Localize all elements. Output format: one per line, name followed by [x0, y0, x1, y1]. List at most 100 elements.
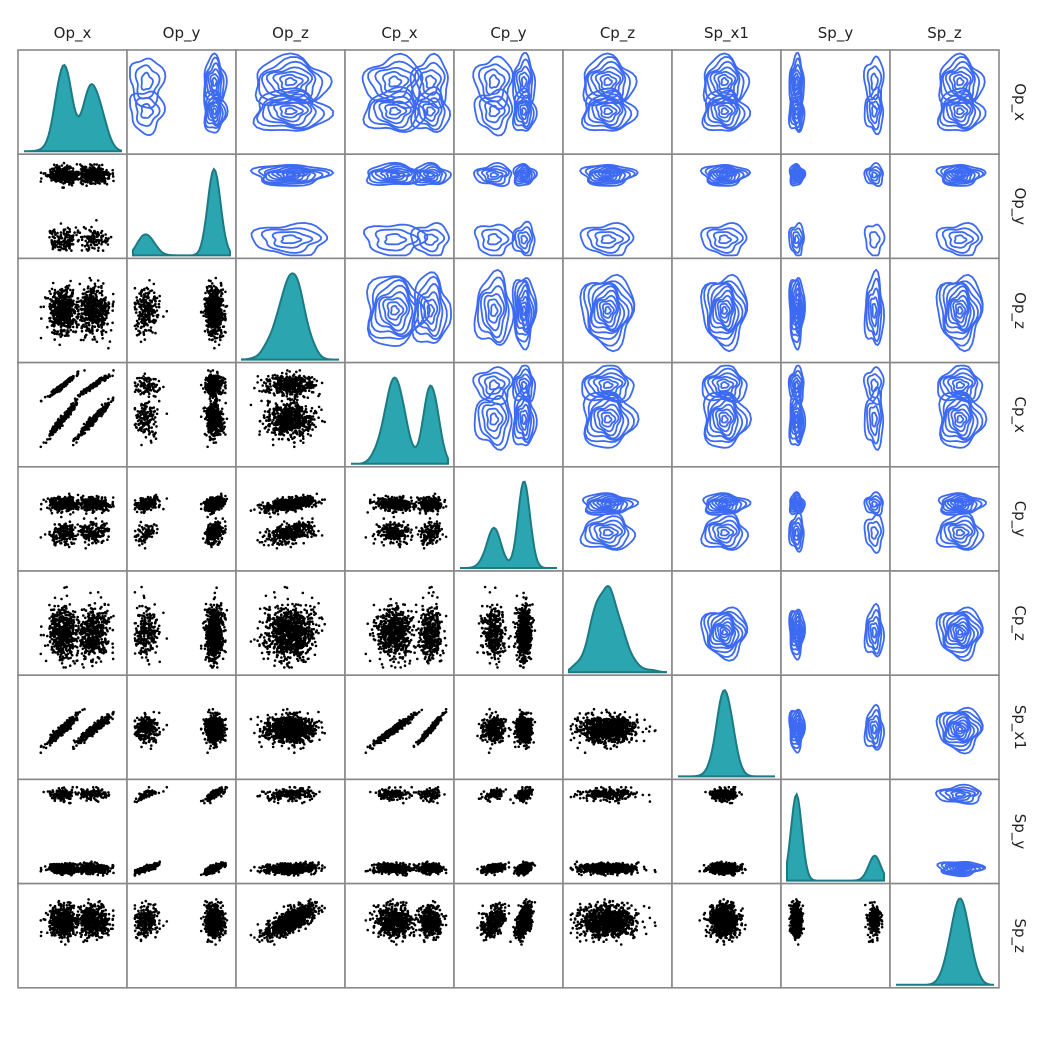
scatter-point — [67, 173, 70, 176]
scatter-point — [54, 233, 57, 236]
scatter-point — [63, 329, 66, 332]
scatter-point — [80, 304, 83, 308]
scatter-point — [100, 293, 104, 297]
scatter-point — [73, 397, 77, 401]
scatter-point — [64, 166, 67, 169]
scatter-point — [86, 303, 89, 307]
scatter-point — [69, 406, 72, 410]
scatter-point — [69, 298, 73, 301]
scatter-point — [58, 173, 61, 177]
scatter-point — [63, 168, 66, 172]
contour-line — [709, 66, 739, 99]
scatter-point — [50, 287, 54, 291]
panel — [671, 257, 782, 364]
scatter-point — [49, 298, 52, 301]
contour-line — [203, 52, 228, 107]
scatter-point — [59, 389, 63, 392]
scatter-point — [99, 312, 102, 316]
scatter-point — [62, 161, 66, 165]
contour-line — [140, 102, 155, 119]
contour-line — [388, 75, 403, 88]
contour-line — [513, 58, 534, 104]
scatter-point — [158, 294, 161, 298]
scatter-point — [96, 410, 100, 413]
scatter-point — [53, 390, 56, 393]
contour-line — [424, 74, 437, 90]
scatter-point — [134, 327, 138, 331]
scatter-point — [69, 294, 73, 298]
scatter-point — [68, 247, 71, 250]
scatter-point — [209, 399, 212, 403]
scatter-point — [46, 325, 49, 329]
scatter-point — [165, 309, 169, 313]
scatter-point — [58, 167, 62, 171]
contour-line — [517, 99, 531, 125]
scatter-point — [210, 309, 213, 313]
scatter-point — [96, 302, 99, 306]
scatter-point — [82, 323, 85, 327]
scatter-point — [72, 176, 75, 179]
panel-grid — [17, 49, 1000, 989]
contour-line — [863, 86, 885, 136]
scatter-point — [62, 240, 65, 243]
scatter-point — [204, 315, 208, 318]
scatter-point — [143, 338, 147, 341]
scatter-point — [80, 329, 84, 333]
scatter-point — [63, 321, 66, 325]
scatter-point — [99, 173, 103, 176]
scatter-point — [88, 181, 92, 185]
scatter-point — [92, 242, 96, 246]
scatter-point — [69, 279, 72, 283]
scatter-point — [135, 333, 139, 337]
scatter-point — [95, 219, 98, 222]
scatter-point — [55, 332, 59, 335]
scatter-point — [74, 436, 77, 440]
scatter-point — [51, 247, 55, 251]
scatter-point — [89, 301, 92, 305]
scatter-point — [90, 387, 93, 390]
scatter-point — [162, 315, 165, 318]
scatter-point — [85, 333, 88, 337]
scatter-point — [103, 180, 107, 184]
scatter-point — [51, 431, 55, 434]
scatter-point — [199, 311, 203, 314]
scatter-point — [55, 163, 59, 167]
scatter-point — [102, 174, 105, 177]
scatter-point — [60, 287, 64, 291]
contour-line — [488, 73, 501, 89]
scatter-point — [58, 176, 62, 179]
contour-line — [361, 52, 424, 109]
scatter-point — [77, 312, 81, 316]
scatter-point — [91, 174, 95, 177]
panel — [235, 153, 346, 260]
scatter-point — [53, 425, 56, 429]
scatter-point — [42, 305, 45, 309]
scatter-points — [39, 161, 115, 252]
contour-line — [603, 107, 614, 115]
density-contours — [701, 52, 752, 132]
scatter-point — [214, 340, 217, 343]
contour-line — [720, 76, 730, 87]
contour-line — [260, 60, 317, 102]
scatter-point — [217, 343, 221, 347]
scatter-point — [145, 301, 148, 304]
scatter-point — [145, 295, 149, 299]
scatter-point — [100, 326, 103, 329]
scatter-point — [89, 279, 93, 282]
scatter-point — [99, 231, 103, 235]
scatter-point — [103, 301, 107, 305]
scatter-point — [50, 179, 53, 182]
scatter-point — [91, 182, 95, 185]
contour-line — [134, 64, 161, 100]
scatter-point — [204, 291, 207, 295]
scatter-point — [135, 296, 138, 299]
scatter-point — [211, 332, 215, 335]
scatter-point — [151, 331, 154, 334]
scatter-point — [71, 319, 75, 323]
scatter-point — [202, 314, 205, 318]
scatter-point — [49, 319, 52, 323]
scatter-point — [81, 235, 84, 239]
scatter-point — [73, 231, 76, 234]
contour-line — [955, 107, 965, 115]
scatter-point — [104, 241, 108, 244]
